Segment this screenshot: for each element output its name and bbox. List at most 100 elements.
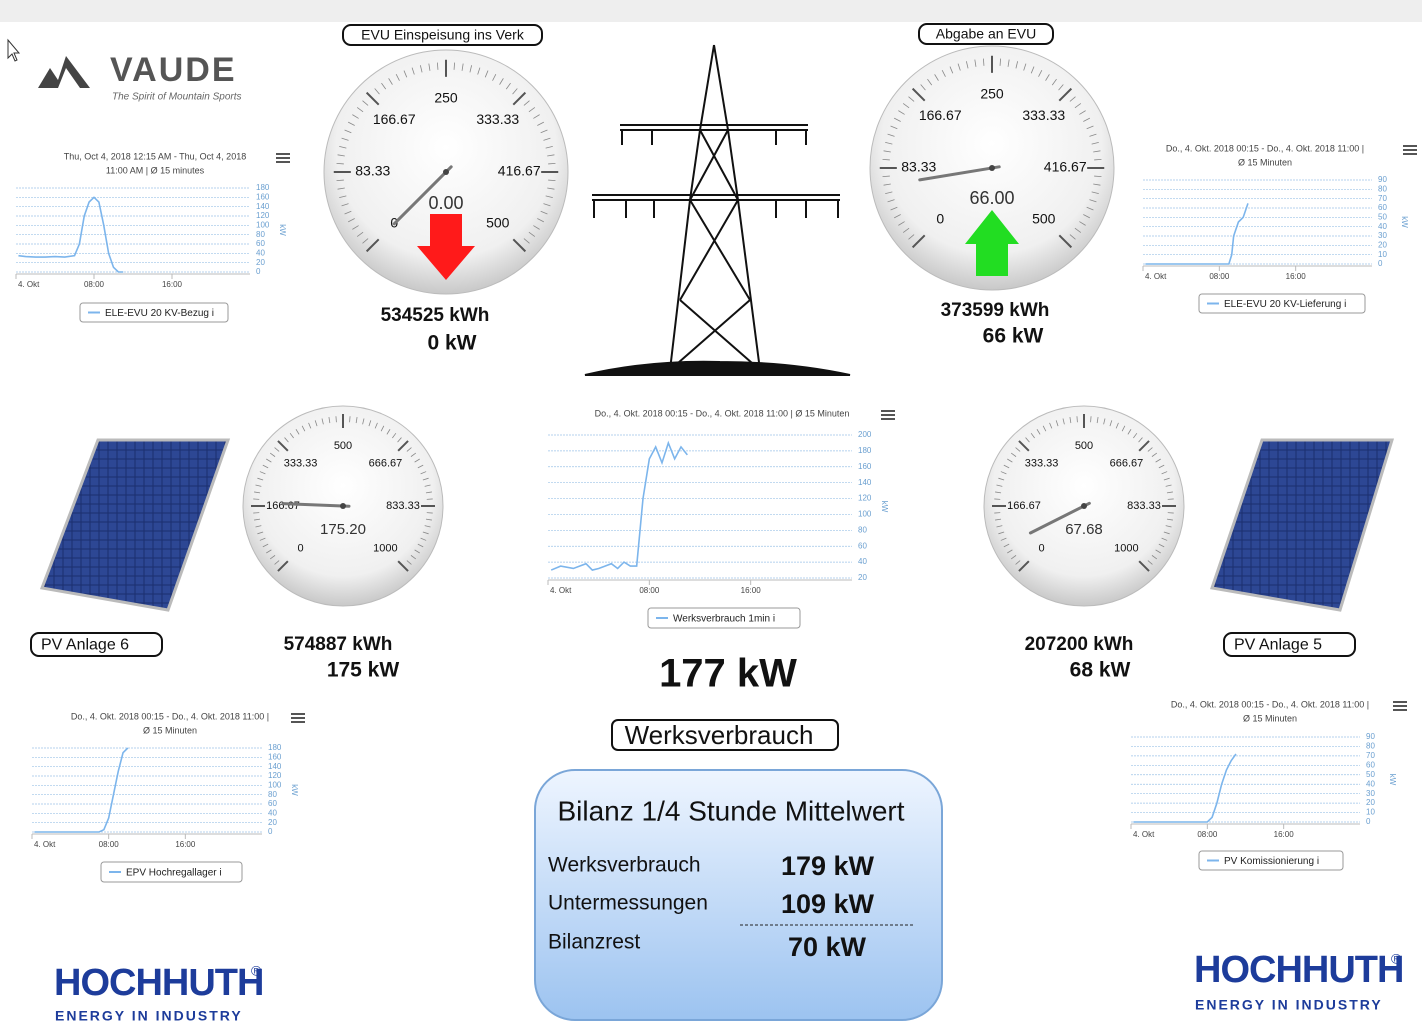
chart-subtitle: Do., 4. Okt. 2018 00:15 - Do., 4. Okt. 2… [1166, 143, 1364, 153]
minor-tick [1093, 183, 1101, 186]
minor-tick [893, 214, 901, 219]
registered: ® [1391, 951, 1402, 967]
minor-tick [257, 531, 264, 535]
minor-tick [1000, 537, 1007, 541]
major-tick [1018, 560, 1030, 572]
minor-tick [403, 70, 408, 78]
y-tick-label: 180 [268, 743, 282, 752]
minor-tick [1010, 452, 1017, 457]
minor-tick [927, 78, 933, 86]
y-tick-label: 20 [256, 258, 265, 267]
mini-chart: Thu, Oct 4, 2018 12:15 AM - Thu, Oct 4, … [15, 151, 290, 323]
gauge-tick-label: 500 [1075, 440, 1093, 452]
minor-tick [512, 88, 518, 95]
minor-tick [543, 137, 551, 141]
minor-tick [336, 162, 344, 165]
gauge-tick-label: 333.33 [284, 457, 318, 469]
minor-tick [356, 231, 364, 237]
major-tick [1018, 440, 1030, 452]
series-line [1145, 203, 1249, 265]
minor-tick [1079, 221, 1086, 226]
minor-tick [254, 518, 261, 521]
minor-tick [995, 491, 1002, 494]
minor-tick [949, 66, 954, 74]
minor-tick [1151, 555, 1158, 560]
minor-tick [337, 154, 345, 157]
total-label: Werksverbrauch [625, 720, 814, 750]
minor-tick [1015, 61, 1019, 69]
tagline: The Spirit of Mountain Sports [112, 92, 242, 103]
gauge-tick-label: 500 [334, 440, 352, 452]
minor-tick [259, 471, 266, 475]
x-tick-label: 08:00 [1209, 272, 1230, 281]
needle [1028, 501, 1091, 535]
minor-tick [1003, 543, 1010, 548]
minor-tick [397, 437, 402, 443]
y-tick-label: 100 [268, 780, 282, 789]
legend-label: ELE-EVU 20 KV-Lieferung i [1224, 299, 1346, 310]
minor-tick [499, 78, 504, 85]
y-tick-label: 80 [268, 790, 277, 799]
brand: HOCHHUTH [54, 962, 263, 1004]
minor-tick [523, 238, 530, 244]
minor-tick [920, 84, 926, 91]
minor-tick [883, 183, 891, 186]
minor-tick [1151, 452, 1158, 457]
y-tick-label: 40 [268, 808, 277, 817]
minor-tick [1155, 549, 1161, 554]
minor-tick [882, 158, 890, 161]
y-tick-label: 20 [1378, 240, 1387, 249]
minor-tick [428, 63, 431, 71]
x-tick-label: 16:00 [1286, 272, 1307, 281]
y-tick-label: 70 [1378, 194, 1387, 203]
minor-tick [425, 491, 432, 494]
chart-subtitle: Ø 15 Minuten [1243, 713, 1297, 723]
minor-tick [934, 74, 939, 81]
energy: 207200 kWh [1025, 634, 1134, 655]
minor-tick [1163, 531, 1170, 535]
gauge: 0 166.67 333.33 500 666.67 833.33 1000 67.68 PV … [983, 405, 1356, 682]
minor-tick [1115, 422, 1119, 429]
minor-tick [1055, 420, 1059, 427]
minor-tick [274, 560, 280, 565]
y-tick-label: 80 [1378, 184, 1387, 193]
chart-subtitle: Thu, Oct 4, 2018 12:15 AM - Thu, Oct 4, … [64, 151, 246, 161]
minor-tick [1051, 78, 1057, 86]
minor-tick [477, 67, 481, 75]
minor-tick [1049, 422, 1053, 429]
minor-tick [362, 100, 369, 106]
minor-tick [406, 560, 412, 565]
gauge-tick-label: 1000 [1114, 542, 1138, 554]
x-tick-label: 08:00 [1197, 830, 1218, 839]
minor-tick [262, 543, 269, 548]
minor-tick [1091, 141, 1099, 145]
pv-label-box [1223, 632, 1356, 657]
y-tick-label: 40 [1366, 779, 1375, 788]
minor-tick [386, 429, 391, 435]
minor-tick [1094, 175, 1102, 178]
minor-tick [420, 471, 427, 475]
minor-tick [543, 203, 551, 207]
y-axis-label: kW [278, 224, 287, 236]
minor-tick [453, 62, 456, 70]
total-value: 177 kW [659, 652, 797, 696]
minor-tick [883, 150, 891, 153]
top-bar [0, 0, 1422, 22]
menu-icon [1403, 145, 1417, 147]
x-tick-label: 4. Okt [34, 840, 56, 849]
minor-tick [902, 227, 910, 233]
power: 175 kW [327, 659, 400, 682]
y-tick-label: 140 [256, 202, 270, 211]
tagline: ENERGY IN INDUSTRY [1195, 997, 1383, 1013]
series-line [1133, 753, 1237, 823]
minor-tick [1045, 74, 1050, 81]
x-tick-label: 08:00 [99, 840, 120, 849]
minor-tick [893, 117, 901, 122]
y-tick-label: 20 [268, 818, 277, 827]
minor-tick [1030, 432, 1035, 439]
gauge-tick-label: 416.67 [498, 163, 541, 179]
gauge-value: 175.20 [320, 521, 366, 538]
mini-chart: Do., 4. Okt. 2018 00:15 - Do., 4. Okt. 2… [547, 408, 895, 629]
major-tick [397, 440, 409, 452]
legend-box [100, 861, 243, 883]
